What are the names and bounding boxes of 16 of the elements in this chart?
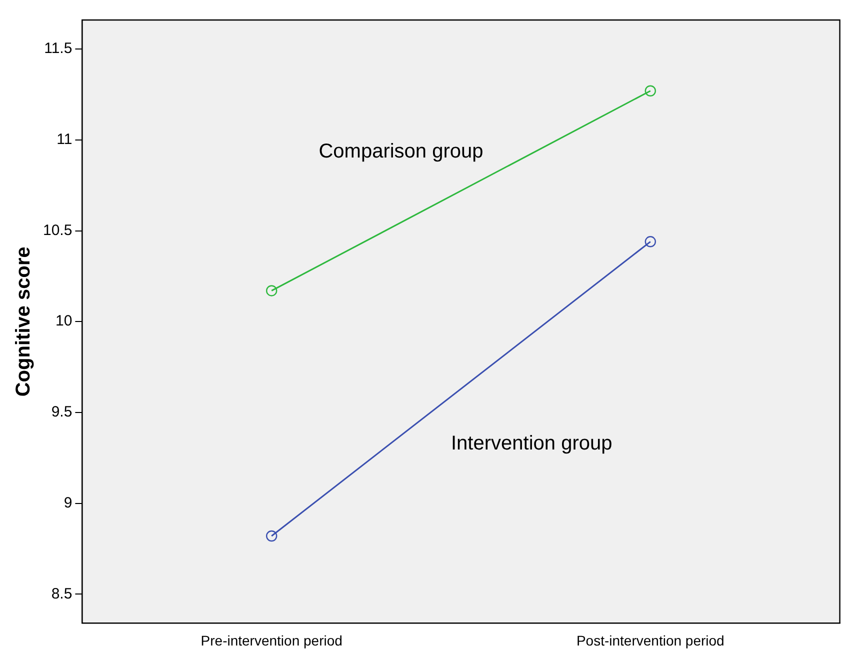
series-label: Comparison group (318, 140, 484, 163)
y-tick-label: 11 (56, 131, 72, 148)
point (644, 85, 656, 96)
x-tick-label: Post-intervention period (576, 632, 724, 648)
y-axis-title: Cognitive score (12, 246, 35, 397)
y-tick-label: 10 (56, 312, 72, 330)
point (266, 530, 278, 542)
y-tick-label: 11.5 (44, 40, 72, 58)
y-tick-label: 9 (64, 494, 72, 512)
point (644, 236, 656, 248)
y-tick-label: 9.5 (51, 404, 72, 421)
point (266, 285, 278, 296)
y-tick-label: 8.5 (51, 585, 72, 602)
series-label: Intervention group (450, 432, 612, 454)
y-tick-label: 10.5 (42, 222, 72, 239)
x-tick-label: Pre-intervention period (200, 632, 342, 648)
